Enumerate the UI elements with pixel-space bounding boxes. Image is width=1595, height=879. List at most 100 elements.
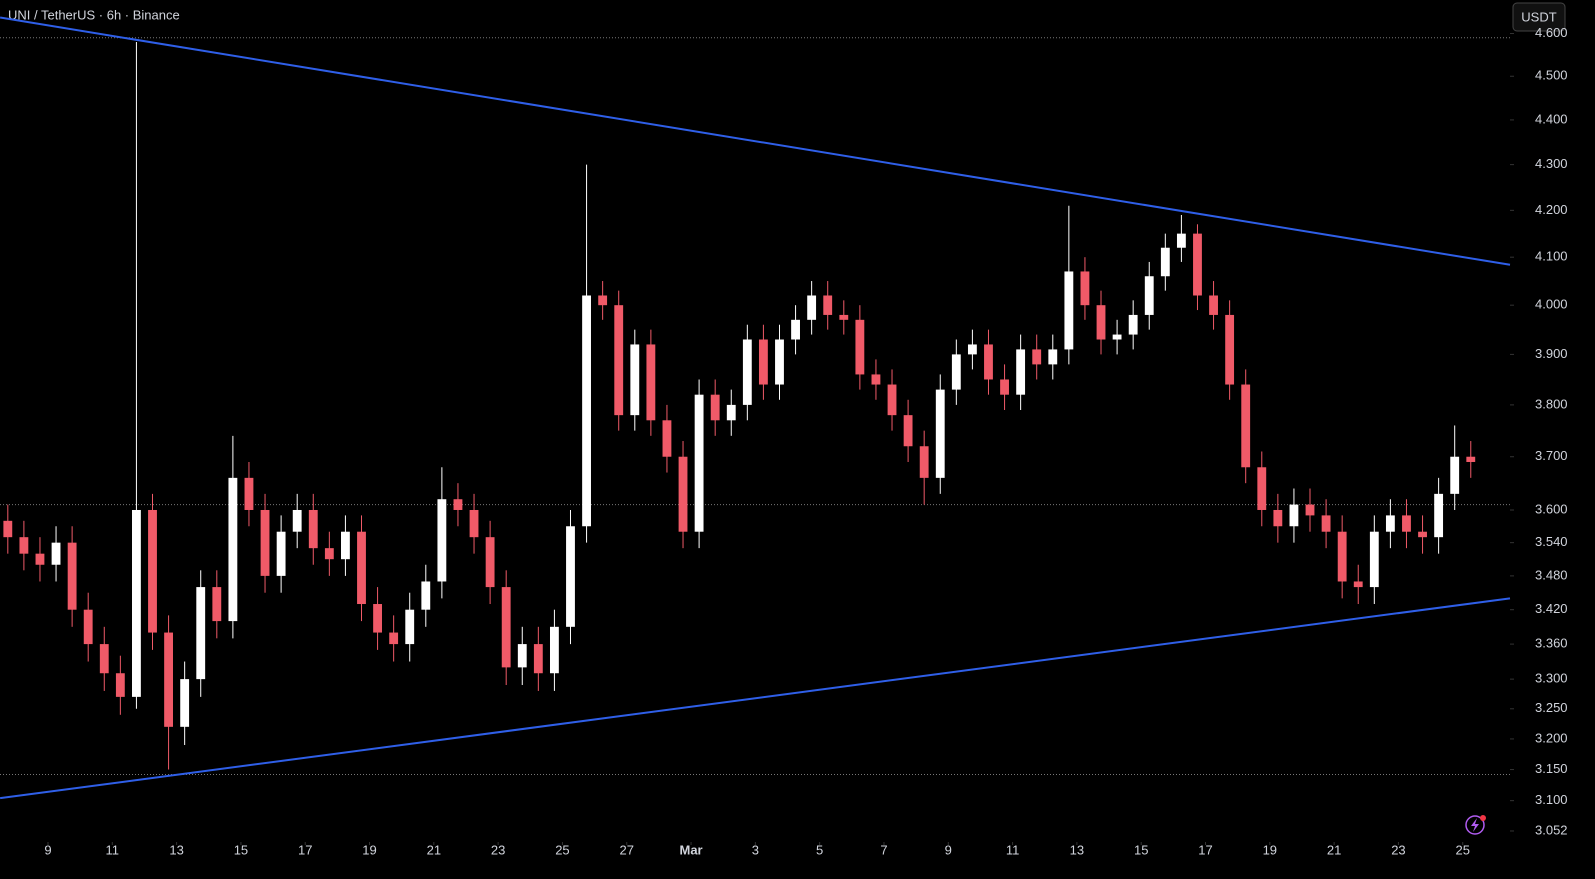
bolt-icon[interactable] [1465,815,1486,835]
candle-body [1032,349,1042,365]
x-tick-label: 21 [1327,842,1341,857]
trendline [0,597,1511,800]
x-tick-label: 19 [362,842,376,857]
y-tick-label: 3.250 [1535,700,1568,715]
candle-body [935,389,945,478]
candle-body [373,604,382,633]
candle-body [1064,271,1074,350]
candle-body [469,509,479,538]
candle-body [887,384,897,416]
candle-body [292,509,302,532]
x-tick-label: 11 [1006,842,1020,857]
x-tick-label: 17 [1198,842,1212,857]
candle-body [1112,334,1122,340]
x-tick-label: 13 [1070,842,1084,857]
candle-body [1369,531,1379,588]
candle-body [453,499,463,510]
candle-body [244,477,254,510]
candle-body [758,339,768,385]
x-tick-label: 15 [1134,842,1148,857]
candle-body [276,531,286,576]
x-tick-label: 25 [555,842,569,857]
y-tick-label: 3.800 [1535,396,1568,411]
candle-body [180,679,190,727]
candle-body [405,609,415,645]
candle-body [1385,515,1395,532]
candle-body [340,531,350,560]
candle-body [807,295,817,320]
candle-body [19,537,29,554]
candle-body [1434,493,1444,538]
candle-body [775,339,784,385]
y-tick-label: 3.200 [1535,730,1568,745]
y-tick-label: 4.500 [1535,68,1568,83]
y-tick-label: 3.052 [1535,822,1568,837]
candle-body [791,319,800,340]
y-tick-label: 3.600 [1535,501,1568,516]
candle-body [1418,531,1427,538]
candle-body [389,632,399,645]
candle-body [1241,384,1251,468]
x-tick-label: 23 [1391,842,1405,857]
candle-body [148,509,157,633]
candle-body [1000,379,1009,395]
candle-body [1225,314,1235,385]
y-tick-label: 4.100 [1535,249,1568,264]
candle-body [1321,515,1331,532]
candle-body [951,354,961,390]
candle-body [967,344,977,355]
candle-body [357,531,366,605]
candle-body [839,314,849,320]
chart-title: UNI / TetherUS · 6h · Binance [8,7,180,22]
currency-button[interactable] [1512,2,1566,32]
candle-body [67,542,77,610]
x-tick-label: 7 [880,842,887,857]
candle-body [1353,581,1363,588]
candle-body [324,548,334,560]
candle-body [855,319,865,375]
candle-body [598,295,608,306]
candle-body [1273,509,1283,527]
y-tick-label: 3.420 [1535,601,1568,616]
candle-body [1080,271,1090,306]
candle-body [662,420,672,457]
candle-body [485,537,495,588]
candle-body [1450,456,1460,494]
candle-body [196,587,206,680]
candle-body [549,626,559,674]
x-tick-label: 11 [106,842,120,857]
y-tick-label: 4.000 [1535,297,1568,312]
y-tick-label: 3.300 [1535,671,1568,686]
x-tick-label: 13 [169,842,183,857]
x-tick-label: 9 [44,842,51,857]
candle-body [566,526,575,627]
candle-body [903,415,913,447]
y-tick-label: 3.540 [1535,534,1568,549]
candle-body [582,295,591,527]
y-tick-label: 4.400 [1535,111,1568,126]
candle-body [984,344,993,380]
candle-body [115,673,125,697]
candle-body [35,553,45,565]
candle-body [228,477,238,622]
candle-body [742,339,752,405]
candle-body [1289,504,1299,527]
currency-label[interactable]: USDT [1521,9,1556,24]
candle-body [678,456,688,532]
x-tick-label: 9 [945,842,952,857]
candle-body [614,305,624,416]
candle-body [212,587,222,622]
candle-body [83,609,93,645]
candle-body [517,644,527,668]
candle-body [51,542,61,565]
x-tick-label: 3 [752,842,759,857]
x-tick-label: Mar [680,842,703,857]
candle-body [630,344,640,416]
y-tick-label: 3.480 [1535,567,1568,582]
candle-body [132,509,141,697]
candle-body [1193,233,1202,296]
candle-body [726,404,736,421]
